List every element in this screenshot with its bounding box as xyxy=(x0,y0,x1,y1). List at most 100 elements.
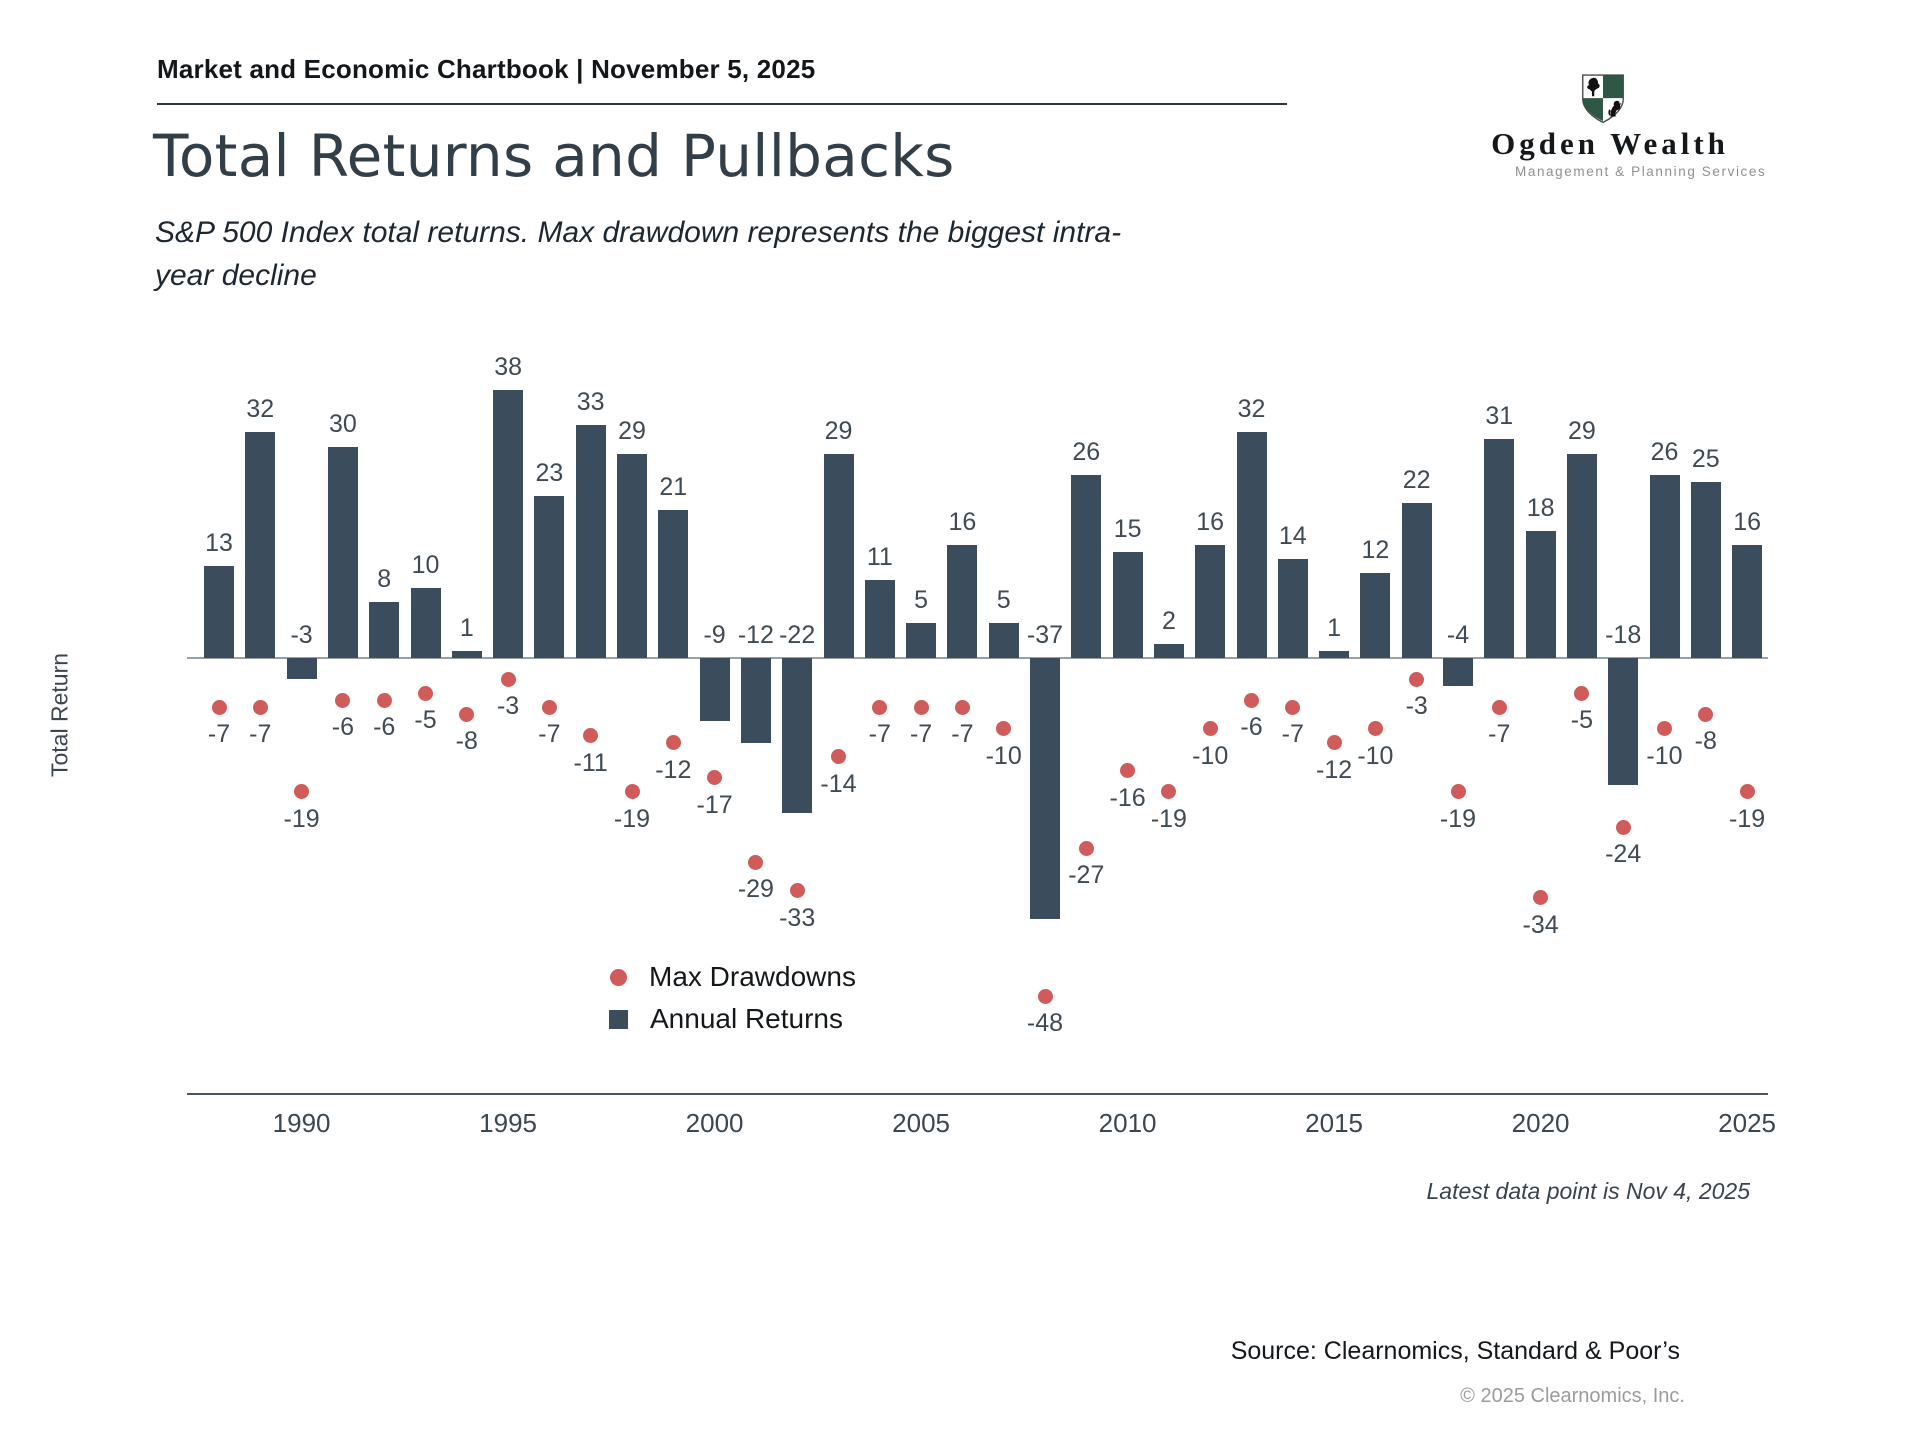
annual-return-label-1996: 23 xyxy=(535,458,564,487)
max-drawdown-dot-2017 xyxy=(1409,671,1425,687)
annual-return-bar-1999 xyxy=(658,509,689,658)
annual-return-label-2008: -37 xyxy=(1026,621,1064,649)
annual-return-bar-2006 xyxy=(947,545,978,658)
annual-return-label-1993: 10 xyxy=(411,550,440,579)
annual-return-bar-2001 xyxy=(740,658,771,743)
max-drawdown-label-2007: -10 xyxy=(985,741,1022,770)
annual-return-label-1997: 33 xyxy=(576,388,605,417)
annual-return-label-2012: 16 xyxy=(1196,508,1225,537)
annual-return-label-2000: -9 xyxy=(703,621,726,649)
max-drawdown-label-2016: -10 xyxy=(1357,741,1394,770)
annual-return-label-1989: 32 xyxy=(246,395,275,424)
legend-row-max-drawdowns: Max Drawdowns xyxy=(602,956,856,998)
shield-crest-icon xyxy=(1582,74,1624,124)
annual-return-bar-2011 xyxy=(1153,643,1184,658)
max-drawdown-label-2018: -19 xyxy=(1439,804,1477,833)
max-drawdown-label-2012: -10 xyxy=(1192,741,1229,770)
annual-return-label-2018: -4 xyxy=(1446,621,1470,649)
max-drawdown-dot-2009 xyxy=(1078,840,1094,856)
annual-return-label-2024: 25 xyxy=(1691,444,1720,473)
x-axis-tick-1990: 1990 xyxy=(272,1108,331,1138)
annual-return-label-2021: 29 xyxy=(1567,416,1596,445)
annual-return-bar-1989 xyxy=(245,432,276,658)
latest-data-footnote: Latest data point is Nov 4, 2025 xyxy=(1426,1178,1751,1204)
annual-return-label-2002: -22 xyxy=(779,621,816,649)
max-drawdown-dot-2013 xyxy=(1244,692,1259,708)
annual-return-bar-2004 xyxy=(864,580,895,658)
ogden-wealth-logo: Ogden Wealth Management & Planning Servi… xyxy=(1455,60,1765,185)
annual-return-bar-1997 xyxy=(575,425,606,658)
max-drawdown-label-2009: -27 xyxy=(1068,861,1105,890)
header-divider xyxy=(157,103,1287,105)
annual-return-bar-1988 xyxy=(204,566,234,658)
max-drawdown-label-2013: -6 xyxy=(1240,713,1263,742)
annual-return-bar-1996 xyxy=(534,495,565,658)
max-drawdowns-marker-icon xyxy=(610,968,627,986)
max-drawdown-label-1993: -5 xyxy=(414,706,437,735)
annual-return-label-2009: 26 xyxy=(1072,437,1101,466)
annual-return-label-2005: 5 xyxy=(914,585,929,614)
max-drawdown-label-1989: -7 xyxy=(249,720,272,749)
annual-return-label-1998: 29 xyxy=(618,416,646,445)
max-drawdown-label-2010: -16 xyxy=(1109,783,1146,812)
max-drawdown-dot-1995 xyxy=(500,671,516,687)
annual-return-bar-2012 xyxy=(1195,545,1226,658)
annual-return-bar-2018 xyxy=(1443,658,1473,687)
annual-return-bar-2008 xyxy=(1030,658,1060,919)
annual-return-label-2011: 2 xyxy=(1161,606,1176,635)
annual-return-label-2003: 29 xyxy=(824,416,853,445)
annual-return-label-2004: 11 xyxy=(866,543,893,572)
logo-wordmark: Ogden Wealth xyxy=(1491,126,1729,161)
annual-return-bar-2007 xyxy=(988,622,1019,658)
max-drawdown-label-2019: -7 xyxy=(1488,720,1511,749)
max-drawdown-label-1988: -7 xyxy=(207,720,231,749)
annual-return-label-2025: 16 xyxy=(1733,508,1761,537)
max-drawdown-dot-1999 xyxy=(665,735,681,751)
max-drawdown-dot-2021 xyxy=(1574,685,1590,701)
annual-return-bar-2015 xyxy=(1319,650,1350,658)
x-axis-tick-2025: 2025 xyxy=(1718,1108,1777,1138)
tree-icon xyxy=(1587,77,1600,97)
max-drawdown-dot-1993 xyxy=(418,685,433,701)
max-drawdown-label-2023: -10 xyxy=(1646,741,1683,770)
annual-return-label-2014: 14 xyxy=(1278,522,1307,551)
max-drawdown-dot-2000 xyxy=(707,770,723,786)
max-drawdown-label-1995: -3 xyxy=(496,692,520,721)
max-drawdown-dot-2010 xyxy=(1120,763,1136,779)
page-title: Total Returns and Pullbacks xyxy=(153,122,955,190)
zero-baseline xyxy=(187,657,1768,659)
max-drawdown-label-2008: -48 xyxy=(1026,1009,1064,1038)
source-attribution: Source: Clearnomics, Standard & Poor’s xyxy=(1230,1337,1680,1365)
max-drawdown-label-2004: -7 xyxy=(868,720,891,749)
max-drawdown-dot-2001 xyxy=(748,854,764,870)
max-drawdown-label-2024: -8 xyxy=(1694,727,1717,756)
chart-legend: Max Drawdowns Annual Returns xyxy=(602,956,856,1040)
max-drawdown-label-2015: -12 xyxy=(1316,755,1353,784)
annual-return-label-2019: 31 xyxy=(1485,402,1514,431)
max-drawdown-label-2002: -33 xyxy=(779,903,816,932)
y-axis-label: Total Return xyxy=(46,652,73,778)
annual-return-bar-1992 xyxy=(369,601,400,658)
max-drawdowns-legend-label: Max Drawdowns xyxy=(649,961,856,992)
max-drawdown-dot-2011 xyxy=(1161,784,1177,800)
annual-return-bar-2025 xyxy=(1732,545,1763,658)
x-axis-tick-2000: 2000 xyxy=(685,1108,744,1138)
max-drawdown-dot-2025 xyxy=(1739,784,1755,800)
max-drawdown-dot-2004 xyxy=(872,699,888,715)
max-drawdown-dot-1990 xyxy=(294,784,310,800)
max-drawdown-dot-2002 xyxy=(789,883,805,899)
annual-return-bar-1993 xyxy=(410,587,441,658)
annual-return-label-2006: 16 xyxy=(948,508,977,537)
annual-return-label-2017: 22 xyxy=(1402,465,1431,494)
annual-return-label-1990: -3 xyxy=(290,621,313,649)
annual-return-label-1992: 8 xyxy=(377,564,392,593)
max-drawdown-dot-1996 xyxy=(541,699,557,715)
max-drawdown-label-2014: -7 xyxy=(1281,720,1304,749)
max-drawdown-dot-2003 xyxy=(831,749,846,765)
max-drawdown-dot-2014 xyxy=(1285,699,1301,715)
annual-return-bar-2010 xyxy=(1112,552,1143,658)
x-axis-line xyxy=(187,1093,1768,1095)
annual-return-bar-2013 xyxy=(1236,432,1267,658)
annual-return-bar-1994 xyxy=(451,650,482,658)
